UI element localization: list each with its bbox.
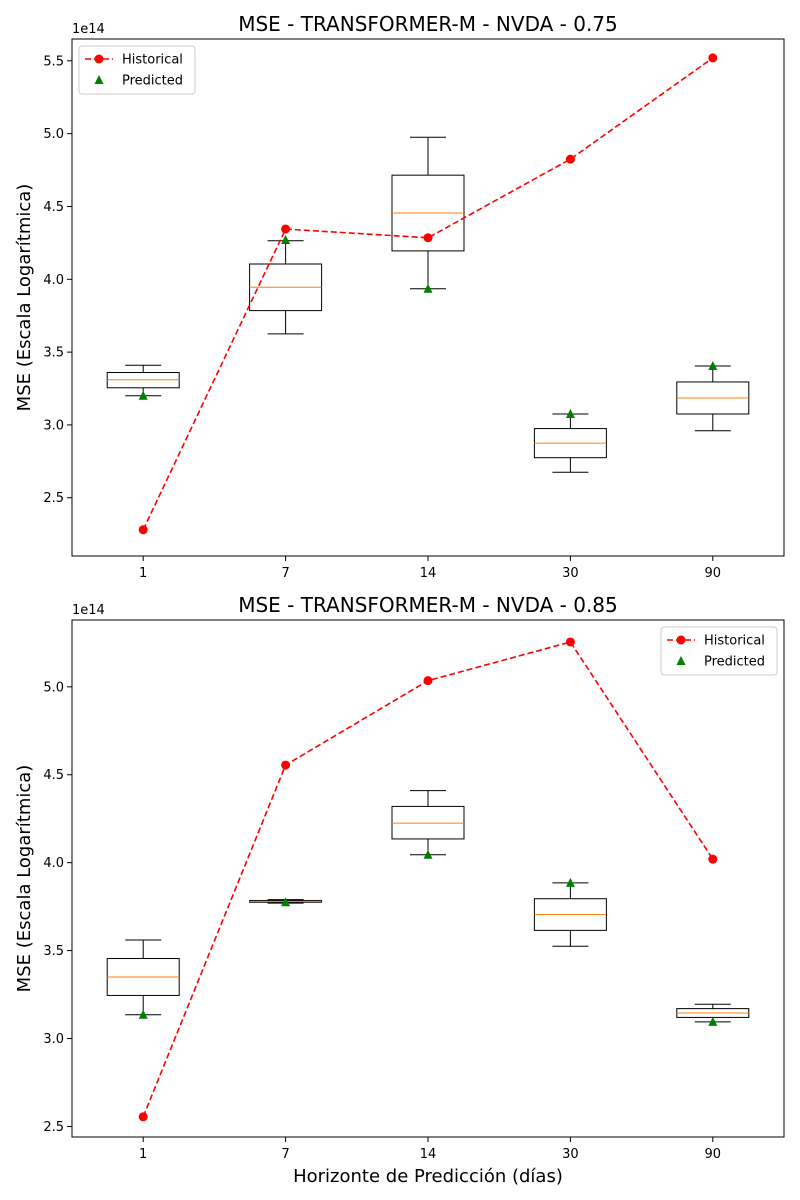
x-tick-label: 90	[705, 566, 722, 581]
plot-area-frame	[71, 619, 785, 1138]
y-tick-label: 3.0	[43, 1032, 64, 1047]
historical-point	[138, 1112, 148, 1122]
x-tick-label: 7	[281, 566, 289, 581]
y-tick-label: 3.0	[43, 418, 64, 433]
y-axis-label: MSE (Escala Logarítmica)	[14, 765, 35, 993]
x-tick-label: 30	[562, 1147, 579, 1162]
y-axis-label: MSE (Escala Logarítmica)	[14, 184, 35, 412]
legend-label: Predicted	[704, 655, 765, 670]
series-predicted	[138, 849, 718, 1026]
legend-frame	[78, 45, 196, 95]
historical-line	[142, 641, 714, 1118]
chart-title: MSE - TRANSFORMER-M - NVDA - 0.85	[238, 593, 618, 617]
predicted-point	[138, 390, 148, 400]
y-tick-label: 4.0	[43, 856, 64, 871]
chart-panel-2: MSE - TRANSFORMER-M - NVDA - 0.85 1e14 2.5…	[14, 593, 785, 1187]
legend-marker	[676, 635, 686, 645]
legend: Historical Predicted	[660, 626, 778, 676]
historical-point	[565, 154, 575, 164]
historical-point	[423, 233, 433, 243]
predicted-point	[565, 877, 575, 887]
historical-point	[565, 637, 575, 647]
legend-item-historical: Historical	[667, 634, 765, 649]
box-30	[533, 413, 607, 473]
predicted-point	[565, 409, 575, 419]
historical-point	[138, 525, 148, 535]
predicted-point	[281, 897, 291, 907]
box-90	[676, 365, 750, 432]
box-14	[391, 790, 465, 856]
y-tick-label: 5.0	[43, 680, 64, 695]
x-tick-label: 90	[705, 1147, 722, 1162]
historical-line	[142, 57, 714, 531]
predicted-point	[281, 234, 291, 244]
legend-item-predicted: Predicted	[94, 74, 183, 89]
legend: Historical Predicted	[78, 45, 196, 95]
historical-point	[708, 854, 718, 864]
legend-marker	[676, 656, 686, 665]
historical-point	[423, 676, 433, 686]
legend-label: Historical	[122, 53, 183, 68]
y-tick-label: 2.5	[43, 1120, 64, 1135]
legend-marker	[94, 54, 104, 64]
x-tick-label: 1	[139, 566, 147, 581]
y-tick-label: 3.5	[43, 346, 64, 361]
y-offset-label: 1e14	[72, 22, 105, 37]
legend-frame	[660, 626, 778, 676]
x-tick-label: 14	[420, 1147, 437, 1162]
y-tick-label: 4.0	[43, 273, 64, 288]
predicted-point	[423, 849, 433, 859]
historical-point	[281, 760, 291, 770]
y-tick-label: 4.5	[43, 768, 64, 783]
x-tick-label: 14	[420, 566, 437, 581]
predicted-point	[708, 360, 718, 370]
series-historical	[138, 637, 718, 1122]
x-tick-label: 7	[281, 1147, 289, 1162]
box-7	[249, 240, 323, 335]
chart-panel-1: MSE - TRANSFORMER-M - NVDA - 0.75 1e14 2.5…	[14, 12, 785, 581]
y-tick-label: 3.5	[43, 944, 64, 959]
x-axis-label: Horizonte de Predicción (días)	[293, 1166, 563, 1187]
legend-item-predicted: Predicted	[676, 655, 765, 670]
y-tick-label: 5.5	[43, 54, 64, 69]
plot-area-frame	[71, 38, 785, 557]
predicted-point	[423, 283, 433, 293]
predicted-point	[138, 1009, 148, 1019]
historical-point	[281, 224, 291, 234]
y-tick-label: 4.5	[43, 200, 64, 215]
y-tick-label: 2.5	[43, 491, 64, 506]
box-30	[533, 882, 607, 947]
historical-point	[708, 53, 718, 63]
y-tick-label: 5.0	[43, 127, 64, 142]
legend-label: Predicted	[122, 74, 183, 89]
box-14	[391, 136, 465, 290]
legend-marker	[94, 75, 104, 84]
legend-item-historical: Historical	[85, 53, 183, 68]
legend-label: Historical	[704, 634, 765, 649]
series-historical	[138, 53, 718, 535]
y-offset-label: 1e14	[72, 603, 105, 618]
predicted-point	[708, 1016, 718, 1026]
x-tick-label: 30	[562, 566, 579, 581]
chart-title: MSE - TRANSFORMER-M - NVDA - 0.75	[238, 12, 618, 36]
x-tick-label: 1	[139, 1147, 147, 1162]
series-predicted	[138, 234, 718, 419]
box-1	[106, 939, 180, 1016]
